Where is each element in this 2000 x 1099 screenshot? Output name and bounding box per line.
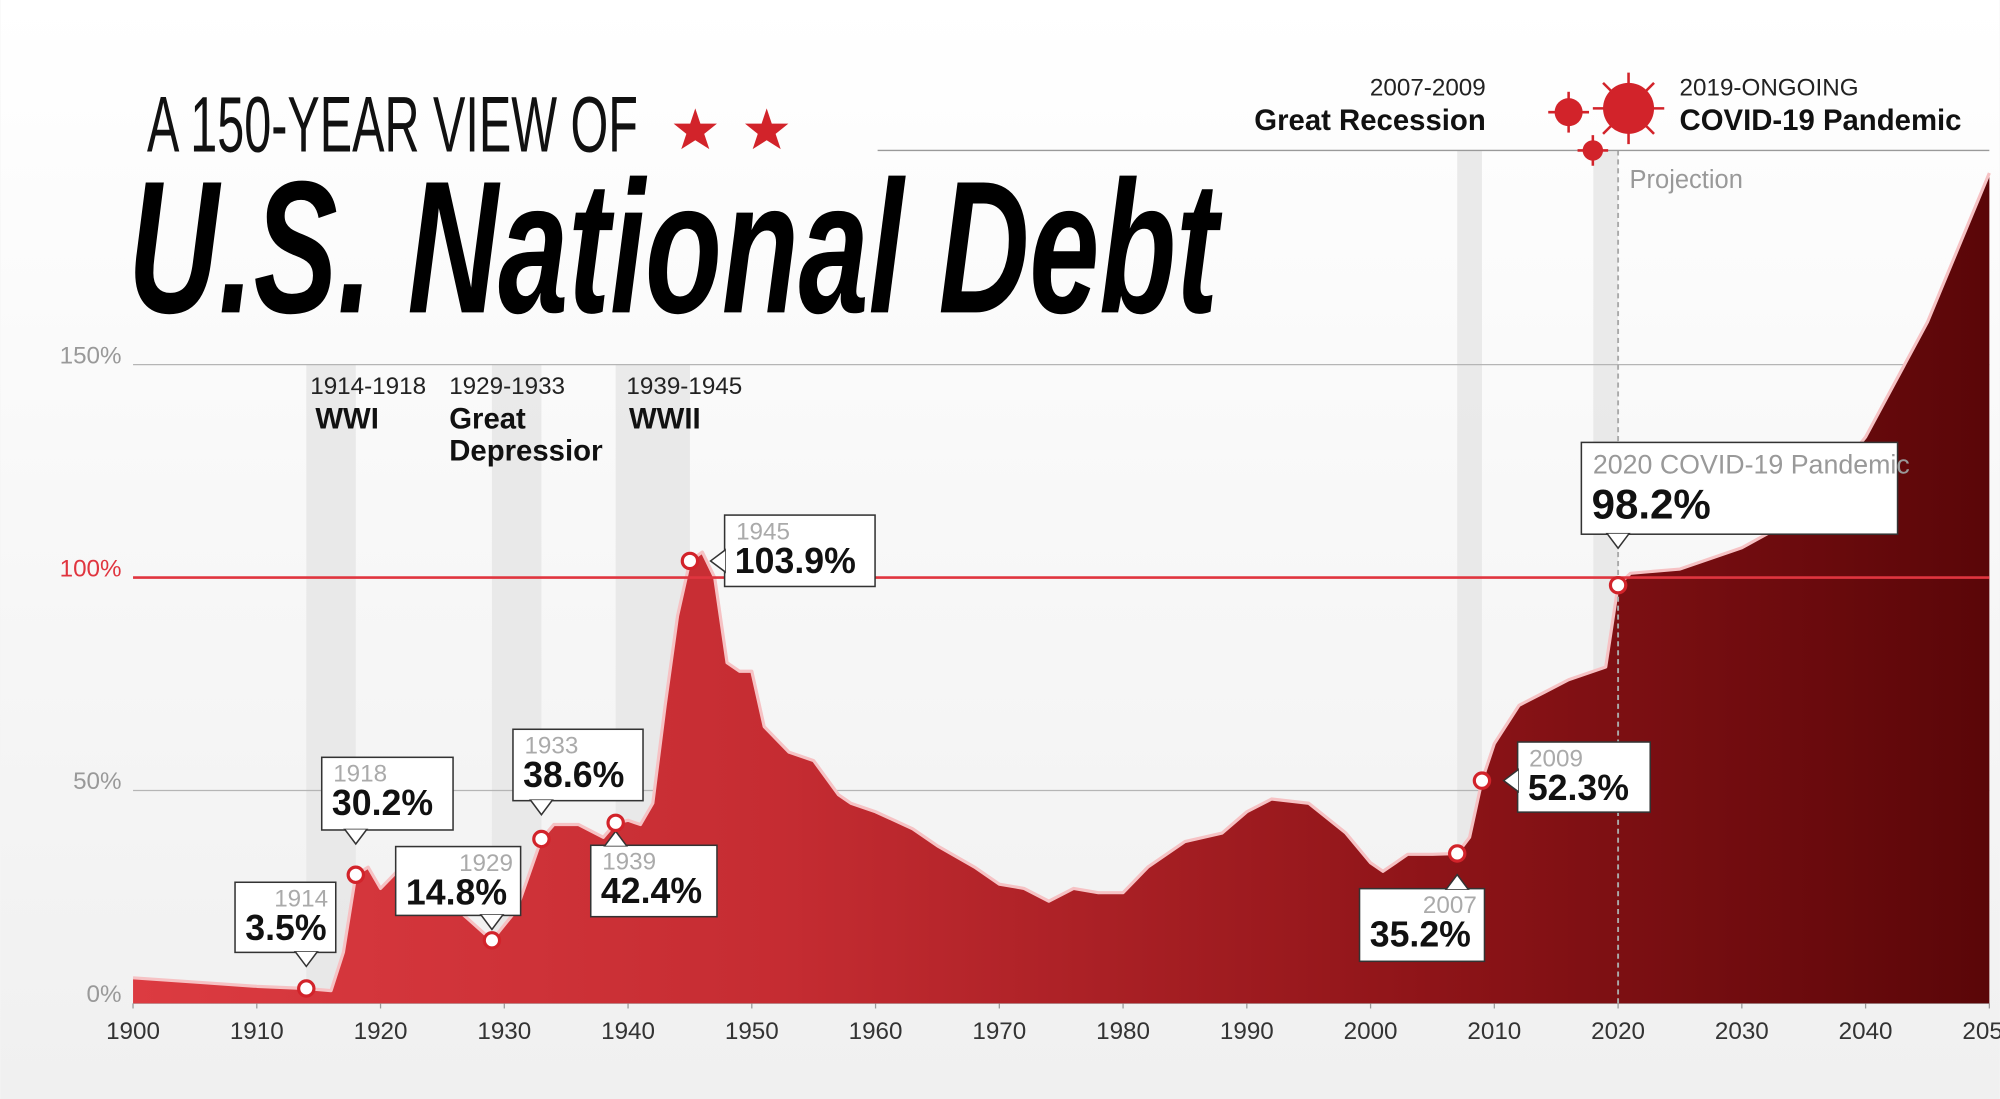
period-name: WWI <box>315 402 379 435</box>
callout-pointer-cover <box>396 847 520 915</box>
period-name-box: Great Depression <box>449 402 603 467</box>
callout-marker <box>482 931 502 950</box>
x-tick-label: 1930 <box>477 1018 531 1045</box>
callout-pointer-cover <box>592 846 716 916</box>
projection-label: Projection <box>1630 166 1743 194</box>
callout-year: 2007 <box>1423 892 1477 919</box>
x-tick-label: 2000 <box>1344 1018 1398 1045</box>
callout-value: 3.5% <box>245 908 326 948</box>
callout-value: 42.4% <box>601 871 702 911</box>
period-range: 1939-1945 <box>626 373 742 400</box>
virus-icons <box>1548 72 1665 166</box>
period-name: WWII <box>628 402 701 435</box>
x-tick-label: 2050 <box>1962 1018 2000 1045</box>
period-name-box: COVID-19 Pandemic <box>1679 104 1962 137</box>
callout-pointer-cover <box>514 730 642 800</box>
x-tick-label: 1970 <box>972 1018 1026 1045</box>
callout-marker <box>1608 575 1628 595</box>
star <box>673 108 717 150</box>
callout-pointer-cover <box>1582 443 1897 533</box>
callout-value: 98.2% <box>1592 481 1711 528</box>
callout-year: 1929 <box>459 850 513 877</box>
callout-year: 1945 <box>736 518 790 545</box>
callout-year: 1933 <box>524 733 578 760</box>
callout-pointer-cover <box>1360 889 1484 961</box>
period-range: 2007-2009 <box>1370 75 1486 102</box>
period-range: 1929-1933 <box>449 373 565 400</box>
period-name-box: WWI <box>315 402 379 435</box>
period-name: COVID-19 Pandemic <box>1679 104 1962 137</box>
callout-pointer-cover <box>236 883 335 952</box>
x-tick-label: 1910 <box>230 1018 284 1045</box>
y-tick-label: 100% <box>60 555 122 582</box>
star <box>745 108 789 150</box>
callout-year: 1918 <box>333 761 387 788</box>
x-tick-label: 1920 <box>354 1018 408 1045</box>
callout-value: 52.3% <box>1528 768 1629 808</box>
callout-marker <box>297 979 316 998</box>
callout-marker <box>1447 844 1467 863</box>
period-name: Great Depression <box>449 402 603 467</box>
period-range: 2019-ONGOING <box>1680 75 1859 102</box>
chart-title: U.S. National Debt <box>128 141 1223 352</box>
callout-value: 35.2% <box>1370 915 1471 955</box>
callout-marker <box>606 813 625 833</box>
callout-title: 2020 COVID-19 Pandemic <box>1593 450 1910 480</box>
callout-marker <box>532 829 551 849</box>
callout-year: 1914 <box>274 885 328 912</box>
x-tick-label: 1950 <box>725 1018 779 1045</box>
callout-value: 38.6% <box>523 755 624 795</box>
x-tick-label: 1990 <box>1220 1018 1274 1045</box>
x-tick-label: 1980 <box>1096 1018 1150 1045</box>
x-tick-label: 2020 <box>1591 1018 1645 1045</box>
y-tick-label: 50% <box>73 768 121 795</box>
callout-pointer-cover <box>725 516 874 586</box>
callout-pointer-cover <box>323 758 452 829</box>
callout-value: 30.2% <box>332 783 433 823</box>
callout-marker <box>346 865 366 885</box>
callout-pointer-cover <box>1518 743 1649 811</box>
callout-pointer <box>1605 532 1632 550</box>
callout-value: 103.9% <box>735 541 856 581</box>
x-tick-label: 1960 <box>849 1018 903 1045</box>
callout-marker <box>680 551 700 571</box>
y-tick-label: 150% <box>60 342 122 369</box>
callout-value: 14.8% <box>406 872 507 912</box>
period-name: Great Recession <box>1254 104 1486 137</box>
x-tick-label: 2040 <box>1839 1018 1893 1045</box>
callout-year: 2009 <box>1529 745 1583 772</box>
x-tick-label: 2030 <box>1715 1018 1769 1045</box>
x-tick-label: 2010 <box>1467 1018 1521 1045</box>
period-name-box: WWII <box>628 402 701 435</box>
callout-year: 1939 <box>602 849 656 876</box>
period-range: 1914-1918 <box>310 373 426 400</box>
y-tick-label: 0% <box>87 981 122 1008</box>
callout-marker <box>1472 771 1492 790</box>
period-name-box: Great Recession <box>1254 104 1486 137</box>
x-tick-label: 1940 <box>601 1018 655 1045</box>
x-tick-label: 1900 <box>106 1018 160 1045</box>
pretitle: A 150-YEAR VIEW OF <box>147 80 638 169</box>
